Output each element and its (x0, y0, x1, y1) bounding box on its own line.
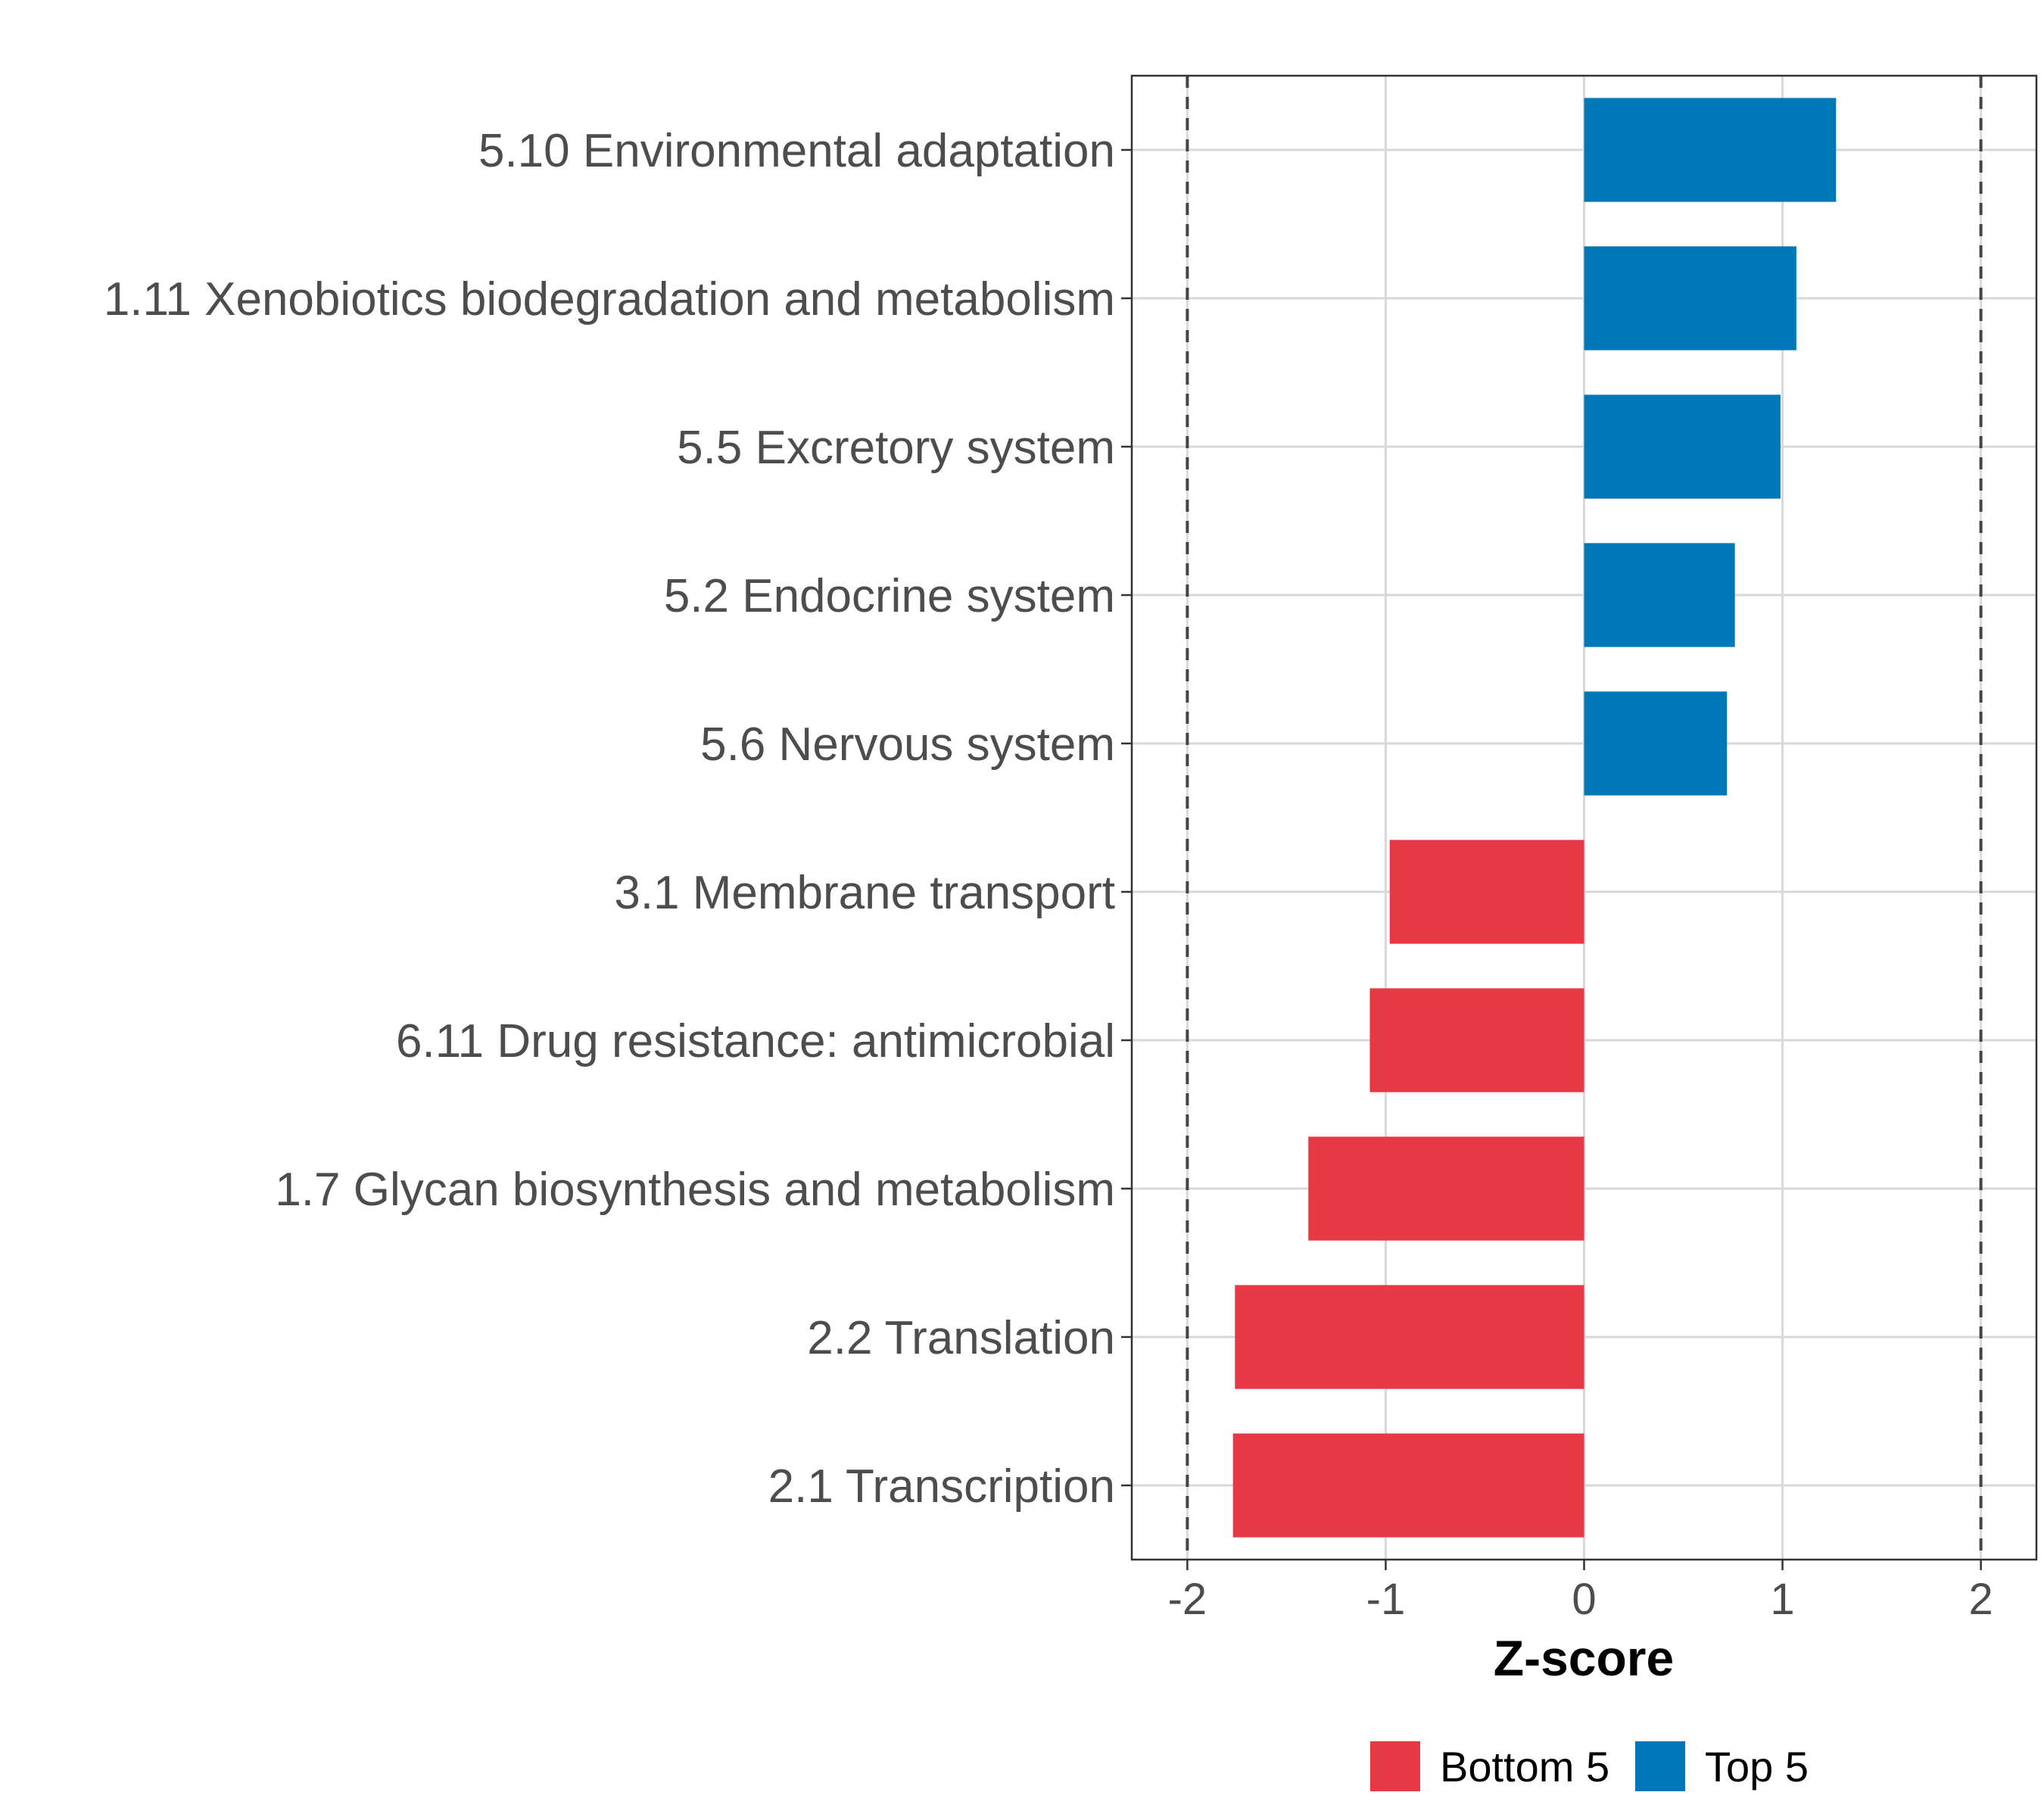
x-tick-label: 1 (1770, 1575, 1794, 1624)
bar (1584, 543, 1735, 647)
bar (1584, 246, 1796, 351)
legend-swatch (1635, 1741, 1685, 1791)
y-tick-label: 2.1 Transcription (768, 1460, 1115, 1513)
x-tick-label: -2 (1168, 1575, 1207, 1624)
y-tick-label: 5.2 Endocrine system (664, 570, 1115, 622)
legend-swatch (1370, 1741, 1420, 1791)
y-tick-label: 3.1 Membrane transport (614, 867, 1115, 919)
y-tick-label: 1.7 Glycan biosynthesis and metabolism (275, 1164, 1115, 1216)
y-tick-label: 2.2 Translation (807, 1312, 1115, 1364)
bar (1584, 394, 1781, 499)
y-axis: 5.10 Environmental adaptation 1.11 Xenobi… (104, 125, 1132, 1513)
bar (1584, 691, 1728, 796)
bar (1232, 1433, 1584, 1538)
bar (1308, 1136, 1584, 1241)
x-axis-title: Z-score (1494, 1630, 1674, 1686)
y-tick-label: 1.11 Xenobiotics biodegradation and meta… (104, 273, 1115, 326)
x-tick-label: 2 (1968, 1575, 1993, 1624)
bar (1584, 98, 1837, 202)
bar (1369, 988, 1584, 1092)
bar (1389, 840, 1584, 944)
legend-label: Top 5 (1705, 1743, 1809, 1791)
x-tick-label: 0 (1572, 1575, 1596, 1624)
reference-lines (1186, 76, 1983, 1560)
legend-label: Bottom 5 (1440, 1743, 1609, 1791)
legend: Bottom 5 Top 5 (1370, 1741, 1809, 1791)
bars (1232, 98, 1837, 1538)
bar (1235, 1285, 1584, 1389)
y-tick-label: 5.6 Nervous system (700, 718, 1115, 771)
x-tick-label: -1 (1366, 1575, 1406, 1624)
y-tick-label: 5.5 Excretory system (677, 422, 1115, 474)
y-tick-label: 6.11 Drug resistance: antimicrobial (396, 1015, 1115, 1067)
y-tick-label: 5.10 Environmental adaptation (478, 125, 1115, 177)
x-axis: -2 -1 0 1 2 (1168, 1560, 1993, 1624)
